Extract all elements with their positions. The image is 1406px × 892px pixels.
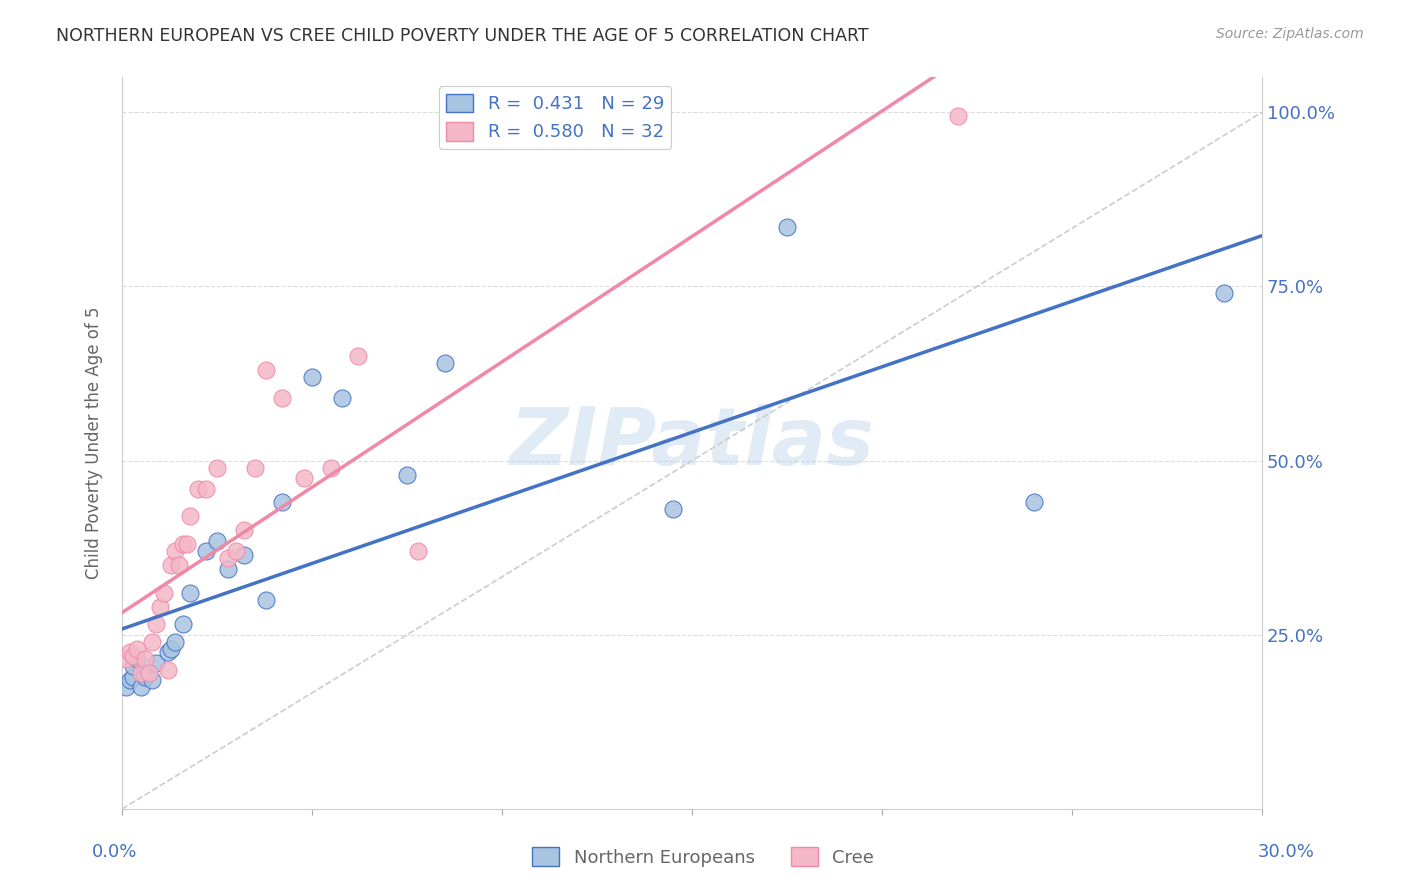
Point (156, 645, 179, 659)
Point (408, 544, 430, 558)
Point (153, 586, 176, 600)
Point (1022, 495, 1045, 509)
Point (115, 652, 138, 666)
Point (946, 109, 969, 123)
Point (165, 544, 187, 558)
Point (294, 471, 316, 485)
Point (194, 482, 217, 496)
Point (127, 641, 149, 656)
Point (172, 617, 194, 632)
Point (662, 502, 685, 516)
Point (319, 460, 342, 475)
Text: 0.0%: 0.0% (91, 843, 136, 861)
Point (179, 509, 201, 524)
Point (141, 673, 163, 687)
Point (776, 220, 799, 235)
Point (118, 673, 141, 687)
Point (270, 495, 292, 509)
Point (205, 533, 228, 548)
Point (122, 670, 145, 684)
Point (134, 666, 156, 681)
Point (118, 645, 141, 659)
Point (129, 666, 152, 681)
Point (254, 593, 277, 607)
Point (232, 548, 254, 562)
Point (187, 482, 209, 496)
Point (270, 391, 292, 405)
Point (434, 356, 457, 370)
Point (225, 544, 247, 558)
Point (176, 537, 198, 551)
Point (232, 524, 254, 538)
Point (156, 663, 179, 677)
Point (115, 680, 138, 694)
Point (254, 363, 277, 377)
Point (301, 370, 323, 384)
Point (145, 617, 167, 632)
Point (332, 391, 354, 405)
Point (217, 551, 239, 566)
Y-axis label: Child Poverty Under the Age of 5: Child Poverty Under the Age of 5 (86, 307, 103, 580)
Point (141, 634, 163, 648)
Text: NORTHERN EUROPEAN VS CREE CHILD POVERTY UNDER THE AGE OF 5 CORRELATION CHART: NORTHERN EUROPEAN VS CREE CHILD POVERTY … (56, 27, 869, 45)
Text: ZIPatlas: ZIPatlas (509, 404, 875, 483)
Point (160, 641, 183, 656)
Point (395, 467, 418, 482)
Point (194, 544, 217, 558)
Point (134, 670, 156, 684)
Point (149, 599, 172, 614)
Point (205, 460, 228, 475)
Point (145, 656, 167, 670)
Point (122, 659, 145, 673)
Point (167, 558, 190, 573)
Point (160, 558, 183, 573)
Point (129, 680, 152, 694)
Point (346, 349, 368, 363)
Legend: R =  0.431   N = 29, R =  0.580   N = 32: R = 0.431 N = 29, R = 0.580 N = 32 (439, 87, 671, 149)
Point (172, 537, 194, 551)
Point (138, 666, 160, 681)
Point (127, 652, 149, 666)
Text: 30.0%: 30.0% (1258, 843, 1315, 861)
Point (243, 460, 266, 475)
Point (122, 648, 145, 663)
Point (134, 652, 156, 666)
Point (179, 586, 201, 600)
Point (1212, 286, 1234, 301)
Point (165, 634, 187, 648)
Text: Source: ZipAtlas.com: Source: ZipAtlas.com (1216, 27, 1364, 41)
Legend: Northern Europeans, Cree: Northern Europeans, Cree (524, 840, 882, 874)
Point (217, 561, 239, 575)
